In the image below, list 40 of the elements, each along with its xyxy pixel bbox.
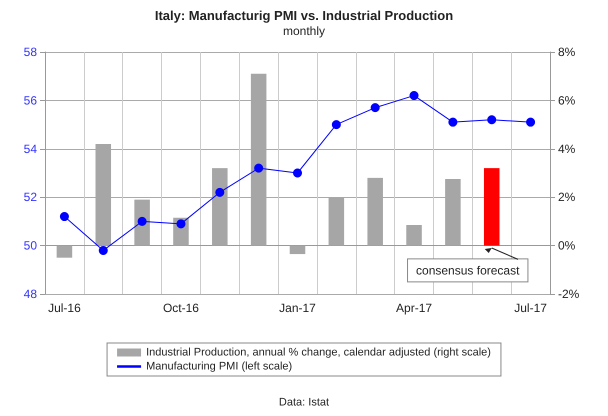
y2-tick-label: 8% (558, 45, 576, 59)
point (370, 103, 380, 112)
y-tick-label: 50 (24, 238, 38, 253)
x-tick-label: Jul-17 (514, 301, 548, 315)
y-tick-label: 48 (24, 287, 38, 301)
y2-tick-label: 6% (558, 93, 576, 108)
y2-tick-label: 4% (558, 142, 576, 156)
point (60, 212, 69, 222)
annotation: consensus forecast (416, 263, 520, 278)
chart-title: Italy: Manufacturig PMI vs. Industrial Production (154, 8, 454, 23)
text: Data: Istat (278, 396, 330, 408)
y2-tick-label: -2% (558, 287, 580, 301)
chart-subtitle: monthly (282, 24, 326, 38)
x-tick-label: Jul-16 (48, 301, 82, 315)
x-tick-label: Apr-17 (396, 301, 432, 315)
point (138, 216, 147, 226)
point (487, 115, 496, 124)
point (332, 120, 341, 130)
x-tick-label: Jan-17 (279, 301, 316, 315)
y-tick-label: 56 (24, 93, 38, 108)
point (448, 118, 458, 127)
bar (290, 246, 306, 254)
y-tick-label: 58 (24, 45, 38, 59)
point (526, 118, 536, 127)
bar (484, 168, 500, 246)
point (98, 246, 108, 255)
bar (406, 225, 422, 246)
x-tick-label: Oct-16 (162, 301, 200, 315)
y2-tick-label: 2% (558, 190, 576, 204)
legend-label: Industrial Production, annual % change, calendar adjusted (right scale) (146, 346, 491, 358)
legend-label: Manufacturing PMI (left scale) (146, 360, 292, 372)
y-tick-label: 52 (24, 190, 38, 204)
y2-tick-label: 0% (558, 238, 576, 253)
point (215, 188, 224, 197)
point (254, 164, 264, 173)
point (410, 91, 419, 100)
point (293, 168, 302, 178)
bar (56, 246, 72, 258)
point (176, 219, 186, 228)
y-tick-label: 54 (24, 142, 38, 156)
